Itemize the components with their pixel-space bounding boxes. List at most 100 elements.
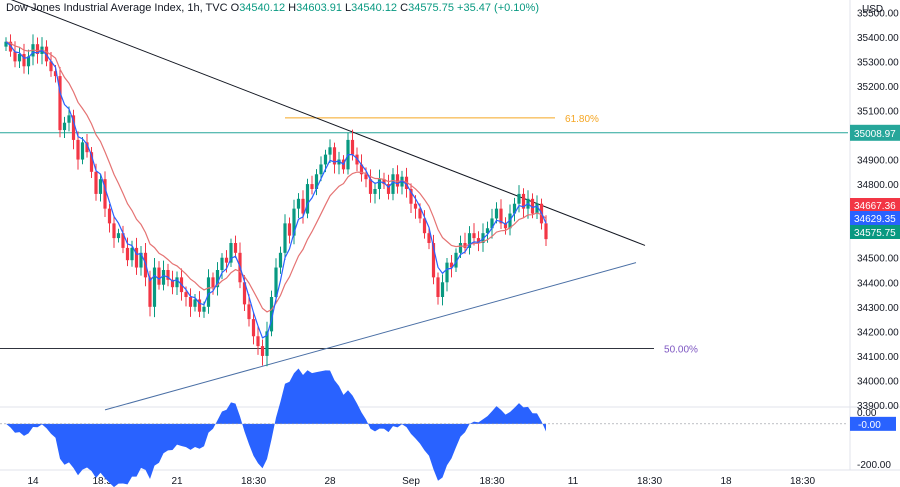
candle-body [229,243,233,263]
y-tick-label: 34000.00 [857,376,899,387]
candle-body [508,213,512,229]
candle-body [278,252,283,268]
legend-high-label: H [288,2,297,14]
candle-body [467,233,472,248]
candle-body [157,267,161,285]
candle-body [463,243,467,248]
candle-body [476,238,481,243]
y-tick-label: 34200.00 [857,327,899,338]
candle-body [274,267,278,297]
candle-body [4,41,8,47]
candle-body [391,174,395,194]
candle-body [139,252,143,268]
x-tick-label: 14 [27,476,39,487]
candle-body [188,297,193,307]
candle-body [292,208,296,236]
candle-body [337,159,341,165]
candle-body [112,223,116,239]
candle-body [287,223,292,236]
price-tag [850,211,900,225]
x-tick-label: 18 [720,476,732,487]
chart-legend: Dow Jones Industrial Average Index, 1h, … [6,2,539,14]
y-tick-label: 34800.00 [857,180,899,191]
candle-body [490,218,494,229]
candle-body [175,277,179,288]
candle-body [373,189,377,194]
legend-open-label: O [230,2,240,14]
legend-open: 34540.12 [239,2,286,14]
candle-body [260,346,265,356]
candle-body [458,243,463,253]
legend-symbol: Dow Jones Industrial Average Index, 1h, … [6,2,228,14]
fast-ma-line [5,41,547,339]
price-tag [850,225,900,239]
candle-body [314,174,319,189]
candle-body [71,115,76,140]
candle-body [499,208,503,224]
candle-body [305,184,310,214]
x-tick-label: 21 [171,476,183,487]
oscillator-value-tag [850,416,896,431]
slow-ma-line [5,41,547,313]
candle-body [386,184,391,194]
candle-body [427,233,431,243]
candle-body [242,282,247,305]
candle-body [215,270,220,288]
x-tick-label: 11 [568,476,579,487]
fib-618-label: 61.80% [565,114,599,125]
candle-body [436,277,440,297]
candle-body [368,179,373,194]
candle-body [395,174,400,187]
y-tick-label: 34900.00 [857,156,899,167]
oscillator-value-label: -0.00 [858,420,881,431]
oscillator-tick-zero: 0.00 [857,408,877,419]
candle-body [220,257,224,270]
x-tick-label: 18:30 [790,476,815,487]
y-tick-label: 33900.00 [857,401,899,412]
candle-body [98,179,103,194]
candle-body [76,139,80,160]
y-tick-label: 35200.00 [857,82,899,93]
candle-body [89,152,94,172]
candle-body [359,164,364,175]
candle-body [62,122,67,131]
x-tick-label: 28 [324,476,336,487]
legend-low-label: L [345,2,352,14]
candle-body [22,54,26,67]
candle-body [233,243,238,253]
candle-body [152,267,157,307]
fib-50-label: 50.00% [664,345,698,356]
candle-body [296,198,301,209]
candle-body [544,223,548,240]
y-tick-label: 35400.00 [857,33,899,44]
candle-body [310,184,314,189]
candle-body [125,247,130,261]
currency-label: USD [862,4,883,15]
candle-body [107,208,112,224]
y-tick-label: 34500.00 [857,254,899,265]
candle-body [94,171,98,194]
candle-body [148,277,152,307]
price-tag-label: 34575.75 [854,228,896,239]
y-tick-label: 35500.00 [857,8,899,19]
candle-body [503,223,508,229]
candle-body [67,115,71,123]
candle-body [58,76,62,131]
candle-body [332,147,337,165]
candle-body [103,179,107,209]
x-tick-label: 18:30 [92,476,117,487]
candle-body [211,277,215,288]
candle-body [328,147,332,155]
candle-body [364,174,368,180]
candle-body [413,203,418,209]
support-trendline [104,262,637,411]
legend-close-label: C [400,2,409,14]
y-tick-label: 35300.00 [857,57,899,68]
candle-body [535,203,539,214]
candle-body [409,189,413,204]
resistance-trendline [10,0,646,246]
candle-body [170,279,175,288]
candle-body [440,282,445,297]
candle-body [494,208,499,219]
